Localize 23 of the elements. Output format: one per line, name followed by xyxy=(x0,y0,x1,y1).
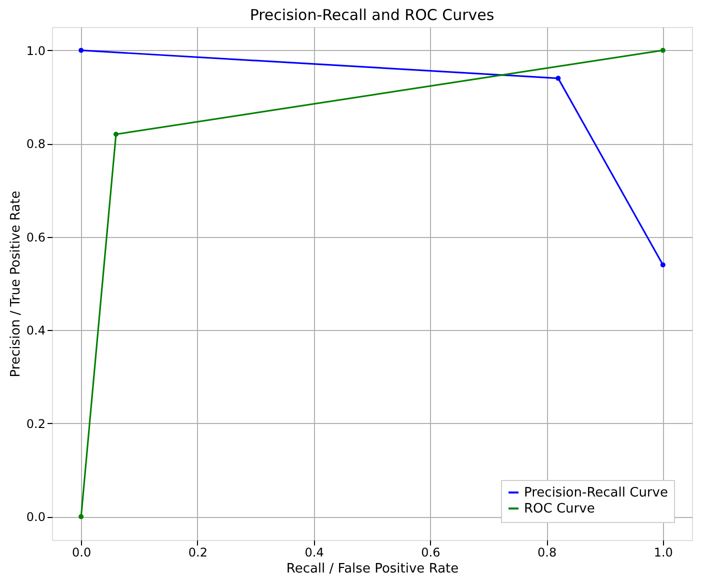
x-tick-label: 1.0 xyxy=(654,546,673,560)
point xyxy=(556,76,561,81)
y-tick-label: 0.4 xyxy=(26,324,46,338)
x-tick-label: 0.4 xyxy=(304,546,324,560)
point xyxy=(78,514,84,520)
legend-label: Precision-Recall Curve xyxy=(524,486,668,500)
point xyxy=(114,132,118,137)
y-tick-label: 0.2 xyxy=(26,416,46,431)
y-tick-label: 1.0 xyxy=(26,44,46,58)
y-tick-label: 0.0 xyxy=(26,510,46,524)
point xyxy=(660,48,666,53)
x-tick-label: 0.8 xyxy=(538,546,557,560)
x-axis-title: Recall / False Positive Rate xyxy=(286,562,459,576)
legend-label: ROC Curve xyxy=(524,502,595,516)
y-axis-title: Precision / True Positive Rate xyxy=(8,190,24,378)
y-tick-label: 0.6 xyxy=(26,230,46,244)
x-tick-label: 0.6 xyxy=(421,546,440,560)
point xyxy=(660,262,666,268)
chart-title: Precision-Recall and ROC Curves xyxy=(250,6,494,24)
x-tick-label: 0.2 xyxy=(188,546,208,560)
x-tick-label: 0.0 xyxy=(72,546,92,560)
y-tick-label: 0.8 xyxy=(26,137,46,152)
point xyxy=(78,48,84,53)
